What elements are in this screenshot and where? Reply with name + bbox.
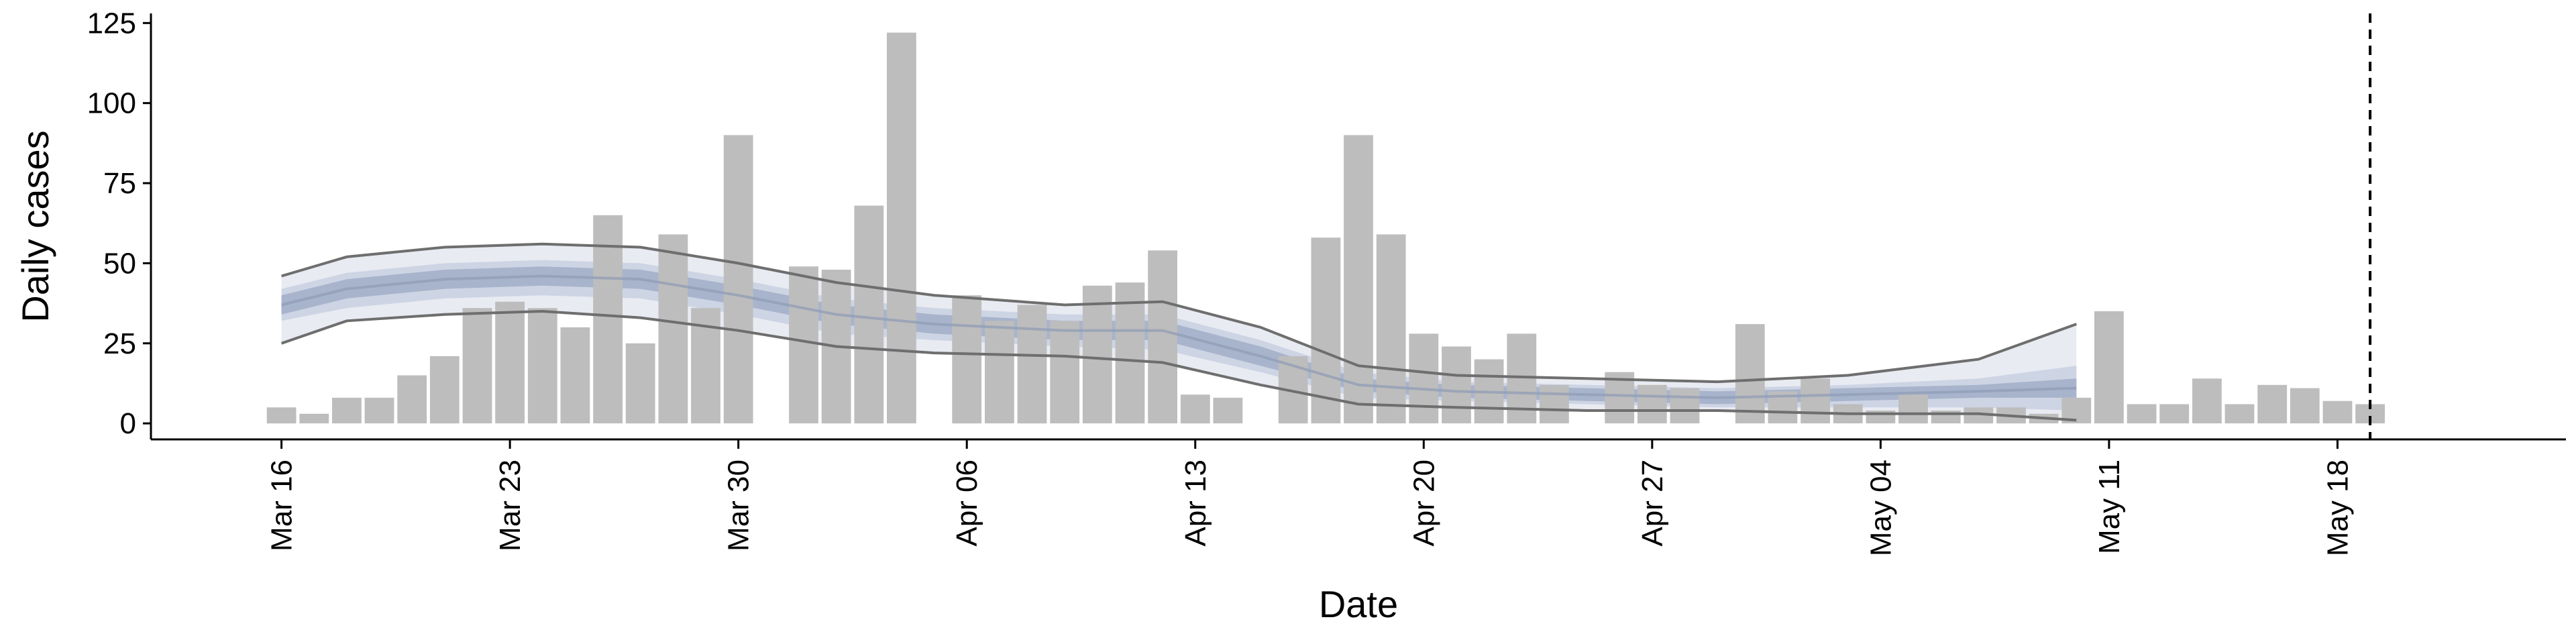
bar	[527, 308, 557, 424]
x-tick-label: Mar 30	[722, 460, 755, 551]
bar	[560, 327, 590, 424]
bar	[658, 234, 688, 424]
y-tick-label: 0	[120, 407, 136, 440]
y-tick-label: 50	[103, 247, 136, 280]
bar	[1801, 378, 1830, 424]
bar	[266, 407, 297, 424]
y-axis-title: Daily cases	[14, 130, 56, 322]
x-tick-label: Apr 20	[1407, 460, 1440, 547]
bar	[1148, 250, 1177, 424]
x-axis-ticks: Mar 16 Mar 23 Mar 30 Apr 06 Apr 13 Apr 20 Apr …	[266, 439, 2355, 556]
upper-bound-line	[281, 242, 2077, 384]
bar	[2159, 404, 2190, 424]
bar	[1344, 135, 1373, 424]
x-tick-label: May 18	[2322, 460, 2355, 556]
bar	[1311, 237, 1341, 424]
bar	[2322, 400, 2353, 424]
bar	[854, 205, 884, 424]
lower-bound-line	[280, 309, 2077, 422]
bar	[2127, 404, 2157, 424]
bar	[364, 397, 394, 424]
median-line	[281, 274, 2077, 399]
y-tick-label: 75	[103, 167, 136, 200]
y-tick-label: 100	[87, 87, 136, 120]
bar	[1964, 407, 1994, 424]
y-tick-label: 125	[87, 7, 136, 40]
bar	[1670, 388, 1700, 424]
bar	[1376, 234, 1406, 424]
x-tick-label: Mar 23	[494, 460, 527, 551]
axes	[150, 13, 2566, 441]
bar	[2257, 384, 2288, 424]
y-axis-ticks: 0 25 50 75 100 125	[87, 7, 151, 440]
bar	[495, 301, 525, 424]
bar	[1409, 333, 1439, 424]
bar	[1213, 397, 1243, 424]
x-axis-title: Date	[1319, 583, 1398, 625]
estimate-lines	[280, 242, 2077, 422]
bar	[1637, 384, 1667, 424]
bar	[1898, 394, 1928, 424]
bar	[2224, 404, 2255, 424]
bar	[1442, 346, 1471, 424]
bar	[429, 356, 460, 424]
bar	[625, 343, 655, 424]
bar	[1115, 282, 1145, 424]
x-tick-label: Apr 27	[1636, 460, 1669, 547]
bar	[299, 413, 329, 424]
bar	[1050, 321, 1080, 424]
bar	[1017, 305, 1047, 424]
x-tick-label: Mar 16	[266, 460, 299, 551]
bar	[593, 215, 623, 424]
y-tick-label: 25	[103, 327, 136, 360]
bar	[2290, 388, 2320, 424]
bar	[1180, 394, 1210, 424]
bar	[985, 321, 1014, 424]
x-tick-label: May 11	[2093, 460, 2126, 554]
bar	[397, 375, 427, 424]
x-tick-label: Apr 13	[1179, 460, 1212, 547]
bar	[462, 308, 492, 424]
bar	[332, 397, 362, 424]
bar	[789, 266, 818, 424]
x-tick-label: May 04	[1864, 460, 1897, 556]
bar	[723, 135, 753, 424]
x-tick-label: Apr 06	[951, 460, 983, 547]
bar	[887, 32, 916, 424]
bar	[1735, 324, 1765, 424]
bar	[1540, 384, 1569, 424]
bar	[2192, 378, 2222, 424]
bar	[2094, 311, 2124, 424]
daily-case-bars	[266, 32, 2385, 424]
bar	[1082, 285, 1112, 424]
bar	[952, 295, 982, 424]
